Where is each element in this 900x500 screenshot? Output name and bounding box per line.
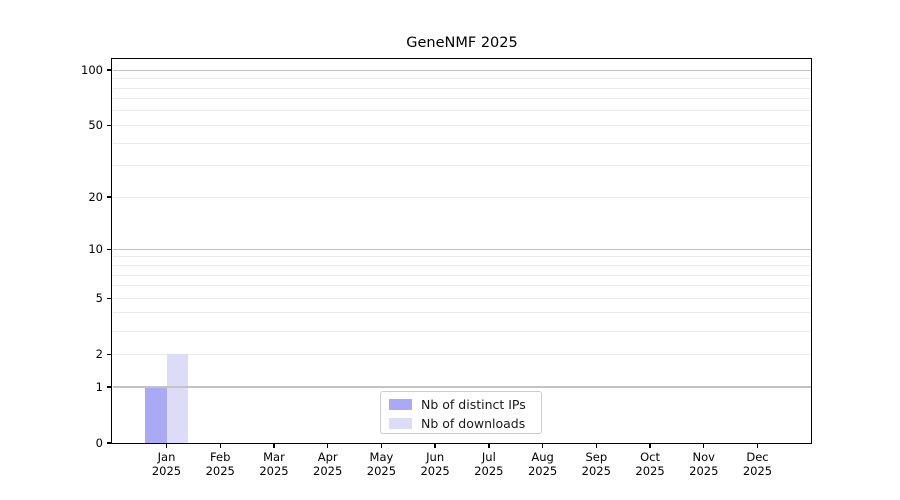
y-tick-label-20: 20 [88, 190, 103, 205]
x-tick-year: 2025 [689, 464, 719, 478]
x-tick-year: 2025 [635, 464, 665, 478]
x-tick-label-may: May 2025 [354, 450, 408, 478]
gridline-minor-7 [112, 274, 811, 276]
y-tick-label-0: 0 [95, 436, 103, 450]
x-tick-feb [219, 443, 221, 448]
gridline-major-10 [112, 248, 811, 250]
x-tick-month: Feb [210, 450, 231, 464]
x-tick-sep [595, 443, 597, 448]
x-tick-year: 2025 [527, 464, 558, 478]
bar-nb-of-downloads-jan [166, 354, 188, 443]
x-tick-month: Apr [317, 450, 338, 464]
x-tick-oct [649, 443, 651, 448]
x-tick-month: Mar [263, 450, 285, 464]
x-tick-label-dec: Dec 2025 [730, 450, 784, 478]
legend-swatch [389, 418, 412, 429]
y-tick-label-1: 1 [95, 380, 103, 394]
x-tick-month: Aug [531, 450, 554, 464]
x-tick-year: 2025 [313, 464, 343, 478]
x-tick-label-aug: Aug 2025 [516, 450, 570, 478]
gridline-minor-40 [112, 142, 811, 144]
x-tick-year: 2025 [581, 464, 611, 478]
y-tick-label-5: 5 [95, 291, 103, 306]
x-tick-year: 2025 [366, 464, 397, 478]
gridline-minor-8 [112, 265, 811, 266]
x-tick-label-sep: Sep 2025 [569, 450, 623, 478]
legend-item: Nb of distinct IPs [389, 395, 541, 414]
gridline-minor-30 [112, 165, 811, 167]
legend-item: Nb of downloads [389, 414, 541, 433]
legend-label: Nb of downloads [421, 416, 526, 431]
x-tick-dec [756, 443, 759, 448]
legend: Nb of distinct IPs Nb of downloads [380, 391, 542, 434]
x-tick-month: Jan [157, 450, 176, 464]
x-tick-year: 2025 [420, 464, 450, 478]
x-tick-year: 2025 [205, 464, 235, 478]
gridline-major-1 [112, 386, 811, 388]
x-tick-year: 2025 [259, 464, 289, 478]
x-tick-label-nov: Nov 2025 [677, 450, 731, 478]
x-tick-month: Oct [640, 450, 660, 464]
gridline-minor-4 [112, 312, 811, 314]
x-tick-label-jun: Jun 2025 [408, 450, 462, 478]
gridline-major-100 [112, 69, 811, 71]
x-tick-apr [326, 443, 329, 448]
gridline-minor-6 [112, 285, 811, 287]
y-tick-0 [106, 442, 111, 444]
x-tick-jul [488, 443, 490, 448]
gridline-minor-70 [112, 98, 811, 100]
y-tick-20 [106, 196, 111, 198]
y-tick-label-10: 10 [88, 242, 103, 257]
x-tick-jun [434, 443, 436, 448]
x-tick-label-jul: Jul 2025 [462, 450, 516, 478]
y-tick-2 [106, 353, 111, 355]
x-tick-nov [703, 443, 705, 448]
y-tick-10 [106, 248, 111, 250]
gridline-minor-20 [112, 196, 811, 198]
x-tick-label-mar: Mar 2025 [247, 450, 301, 478]
x-tick-month: Sep [585, 450, 608, 464]
x-tick-jan [165, 443, 168, 448]
gridline-minor-80 [112, 87, 811, 89]
gridline-minor-9 [112, 256, 811, 258]
gridline-minor-3 [112, 330, 811, 332]
y-tick-label-2: 2 [95, 347, 103, 362]
x-tick-month: Jul [481, 450, 496, 464]
gridline-minor-5 [112, 297, 811, 299]
legend-swatch [389, 399, 412, 410]
x-tick-month: May [369, 450, 394, 464]
x-tick-aug [541, 443, 544, 448]
gridline-minor-2 [112, 353, 811, 355]
y-tick-100 [106, 69, 111, 71]
x-tick-month: Jun [426, 450, 445, 464]
x-tick-year: 2025 [151, 464, 182, 478]
x-tick-label-oct: Oct 2025 [623, 450, 677, 478]
x-tick-mar [273, 443, 275, 448]
y-tick-label-50: 50 [88, 118, 103, 133]
gridline-minor-50 [112, 124, 811, 126]
x-tick-label-apr: Apr 2025 [301, 450, 355, 478]
x-tick-label-feb: Feb 2025 [193, 450, 247, 478]
y-tick-50 [106, 124, 111, 127]
x-tick-year: 2025 [742, 464, 773, 478]
x-tick-may [380, 443, 383, 448]
gridline-minor-90 [112, 78, 811, 80]
y-tick-5 [106, 297, 111, 299]
bar-nb-of-distinct-ips-jan [145, 387, 167, 443]
x-tick-month: Nov [692, 450, 715, 464]
y-tick-label-100: 100 [81, 63, 103, 78]
x-tick-year: 2025 [474, 464, 504, 478]
x-tick-label-jan: Jan 2025 [140, 450, 194, 478]
legend-label: Nb of distinct IPs [421, 397, 526, 412]
x-tick-month: Dec [746, 450, 769, 464]
y-tick-1 [106, 386, 111, 388]
gridline-minor-60 [112, 110, 811, 112]
chart-title: GeneNMF 2025 [406, 35, 518, 51]
